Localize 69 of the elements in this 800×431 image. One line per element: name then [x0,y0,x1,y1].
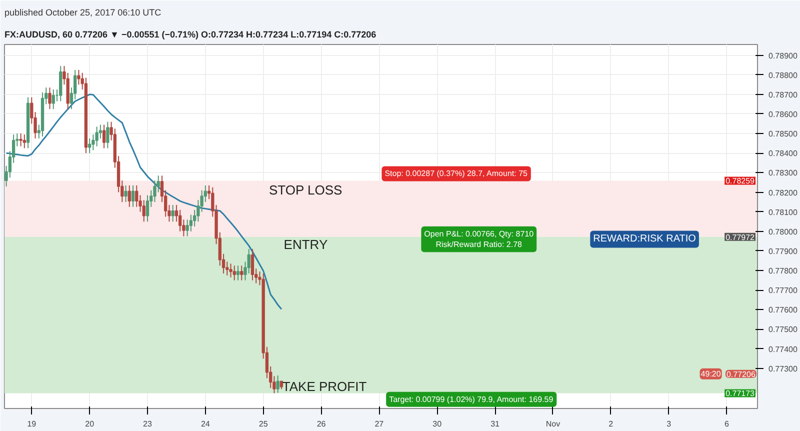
x-tick-label: 20 [85,420,95,428]
candlestick [232,265,236,281]
x-tick-label: 25 [258,420,268,428]
annotation: STOP LOSS [268,182,343,198]
x-tick-label: 27 [374,420,384,428]
x-tick-label: 2 [608,420,614,428]
chart-subtitle: published October 25, 2017 06:10 UTC [4,8,162,18]
annotation: 49:20 [700,369,722,378]
y-tick-label: 0.77700 [768,286,798,296]
candlestick [59,66,62,102]
x-tick-label: 26 [316,420,326,428]
candlestick [52,89,55,110]
annotation: Target: 0.00799 (1.02%) 79.9, Amount: 169.59 [389,394,554,404]
x-tick-label: 23 [143,420,152,428]
annotation: 0.77206 [726,370,756,379]
candlestick [146,194,150,222]
x-tick-label: 24 [200,420,210,428]
candlestick [186,219,189,237]
x-tick-label: 6 [724,420,730,428]
y-tick-label: 0.78800 [768,70,798,80]
y-tick-label: 0.78600 [768,110,798,119]
y-tick-label: 0.77600 [768,306,798,315]
y-tick-label: 0.78700 [768,90,798,100]
candlestick [88,138,92,154]
candlestick [276,374,280,394]
x-tick-label: 30 [432,420,442,428]
candlestick [229,263,232,278]
annotation: Stop: 0.00287 (0.37%) 28.7, Amount: 75 [384,169,528,178]
candlestick [106,121,110,149]
annotation: 0.78259 [726,176,756,186]
x-tick-label: 3 [666,420,672,428]
chart-title: FX:AUDUSD, 60 0.77206 ▼ −0.00551 (−0.71%) O:0.77234 H:0.77234 L:0.77194 C:0.77206 [4,30,376,40]
candlestick [250,248,254,281]
candlestick [22,134,26,149]
candlestick [135,184,138,208]
x-tick-label: 31 [490,420,500,428]
y-tick-label: 0.77900 [768,246,798,256]
x-tick-label: Nov [546,420,560,428]
annotation: Open P&L: 0.00766, Qty: 8710 Risk/Reward Ratio: 2.78 [424,229,534,250]
annotation: TAKE PROFIT [282,379,367,394]
y-tick-label: 0.77500 [768,325,798,334]
y-tick-label: 0.77800 [768,266,798,276]
candlestick [124,184,128,203]
candlestick [19,133,22,147]
candlestick [48,87,52,110]
annotation: REWARD:RISK RATIO [593,234,696,245]
y-tick-label: 0.78500 [768,130,798,139]
candlestick [247,248,250,274]
y-tick-label: 0.78900 [768,51,798,60]
candlestick [128,184,131,208]
y-tick-label: 0.78400 [768,149,798,158]
candlestick [95,126,98,147]
candlestick [156,175,160,193]
y-tick-label: 0.78300 [768,168,798,178]
candlestick [171,204,174,222]
annotation: 0.77972 [726,232,756,242]
y-tick-label: 0.77400 [768,344,798,354]
annotation: ENTRY [284,237,328,252]
candlestick [131,184,135,208]
y-tick-label: 0.78200 [768,188,798,198]
candlestick [236,265,240,281]
y-tick-label: 0.78100 [768,208,798,217]
candlestick [102,124,106,149]
x-tick-label: 19 [27,420,37,428]
candlestick [77,69,80,86]
annotation: 0.77173 [726,389,756,398]
candlestick [240,265,244,281]
y-tick-label: 0.78000 [768,227,798,236]
y-tick-label: 0.77300 [768,364,798,374]
